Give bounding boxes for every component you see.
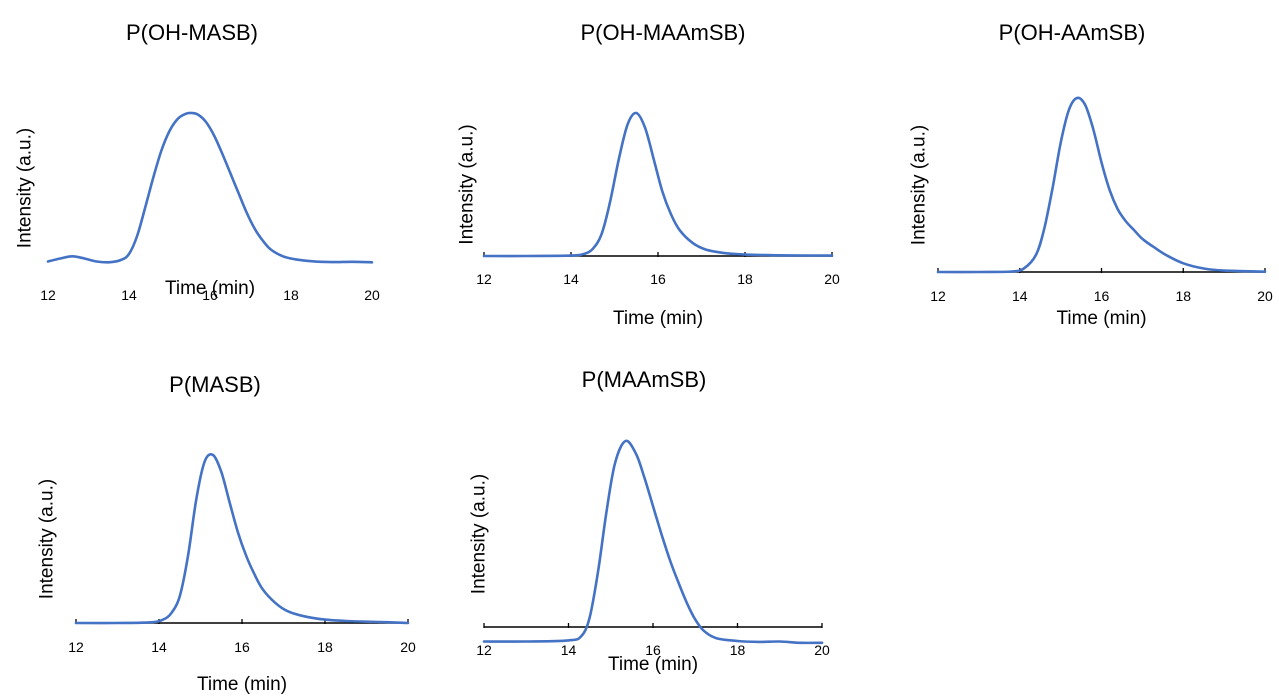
x-axis-label: Time (min) — [165, 278, 255, 299]
x-axis-label: Time (min) — [613, 308, 703, 329]
chart-panel: P(MASB) Intensity (a.u.) 12 14 16 18 20 Time (m… — [37, 372, 416, 695]
chart-title: P(OH-MASB) — [126, 20, 258, 45]
x-tick-label: 16 — [202, 287, 218, 303]
x-tick-label: 12 — [930, 288, 946, 304]
x-tick-label: 16 — [650, 271, 666, 287]
chart-title: P(MAAmSB) — [582, 367, 707, 392]
x-tick-label: 20 — [364, 287, 380, 303]
x-tick-label: 14 — [561, 642, 577, 658]
y-axis-label: Intensity (a.u.) — [15, 128, 36, 248]
x-tick-label: 20 — [1257, 288, 1273, 304]
series-line — [482, 111, 834, 258]
chart-title: P(MASB) — [169, 372, 261, 397]
y-axis-label: Intensity (a.u.) — [457, 124, 478, 244]
chart-panel: P(OH-AAmSB) Intensity (a.u.) 12 14 16 18 20 Tim… — [909, 20, 1273, 329]
x-axis-label: Time (min) — [197, 674, 287, 695]
x-tick-label: 18 — [317, 639, 333, 655]
x-tick-label: 16 — [645, 642, 661, 658]
y-axis-label: Intensity (a.u.) — [37, 479, 58, 599]
x-tick-label: 16 — [234, 639, 250, 655]
chart-title: P(OH-AAmSB) — [999, 20, 1146, 45]
x-tick-label: 12 — [476, 642, 492, 658]
series-line — [74, 453, 410, 625]
series-line — [936, 96, 1267, 274]
x-tick-label: 18 — [283, 287, 299, 303]
series-line — [482, 439, 824, 645]
x-tick-label: 18 — [730, 642, 746, 658]
chart-title: P(OH-MAAmSB) — [581, 20, 746, 45]
x-tick-label: 12 — [40, 287, 56, 303]
x-tick-label: 16 — [1094, 288, 1110, 304]
y-axis-label: Intensity (a.u.) — [909, 125, 930, 245]
x-tick-label: 12 — [476, 271, 492, 287]
chart-panel: P(OH-MASB) Intensity (a.u.) 12 14 16 18 20 Time… — [15, 20, 380, 303]
series-line — [46, 111, 374, 264]
chart-panel: P(MAAmSB) Intensity (a.u.) 12 14 16 18 20 Time … — [469, 367, 830, 675]
x-tick-label: 18 — [1175, 288, 1191, 304]
x-tick-label: 14 — [1012, 288, 1028, 304]
x-tick-label: 14 — [563, 271, 579, 287]
x-tick-label: 20 — [400, 639, 416, 655]
x-tick-label: 18 — [737, 271, 753, 287]
x-axis-label: Time (min) — [1056, 308, 1146, 329]
x-tick-label: 14 — [151, 639, 167, 655]
x-axis-label: Time (min) — [608, 654, 698, 675]
x-tick-label: 12 — [68, 639, 84, 655]
x-tick-label: 20 — [814, 642, 830, 658]
y-axis-label: Intensity (a.u.) — [469, 474, 490, 594]
x-tick-label: 14 — [121, 287, 137, 303]
chart-panel: P(OH-MAAmSB) Intensity (a.u.) 12 14 16 18 20 Ti… — [457, 20, 840, 329]
x-tick-label: 20 — [824, 271, 840, 287]
